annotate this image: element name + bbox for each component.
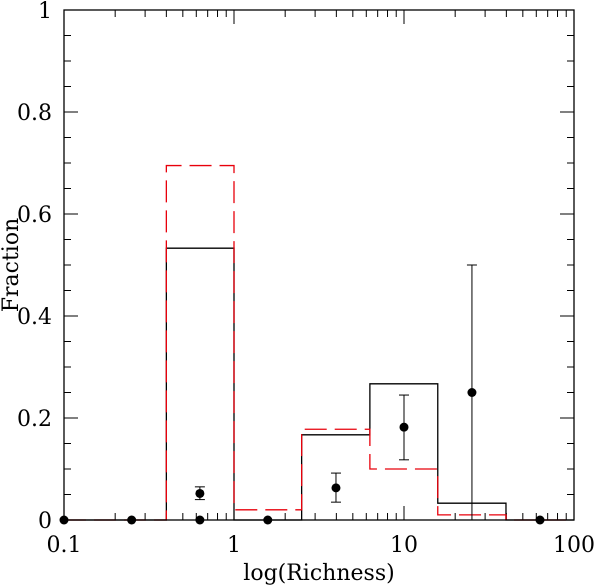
data-point (399, 422, 409, 432)
y-tick-label: 0.8 (17, 101, 52, 126)
y-axis-title: Fraction (0, 218, 24, 313)
y-tick-label: 0.6 (17, 203, 52, 228)
y-tick-label: 0.2 (17, 407, 52, 432)
x-tick-label: 1 (227, 533, 241, 558)
histogram-series (64, 164, 574, 521)
plot-frame (63, 9, 575, 521)
x-axis-title: log(Richness) (243, 561, 394, 585)
y-tick-label: 0 (38, 509, 52, 534)
x-tick-label: 0.1 (47, 533, 82, 558)
x-tick-label: 100 (553, 533, 595, 558)
x-tick-label: 10 (390, 533, 418, 558)
y-tick-label: 0.4 (17, 305, 52, 330)
data-point (195, 488, 205, 498)
axis-ticks (63, 9, 574, 521)
histogram-solid-black (64, 247, 574, 521)
tick-labels: 0.1 1 10 100 0 0.2 0.4 0.6 0.8 1 (17, 0, 595, 558)
data-point (331, 483, 341, 493)
y-tick-label: 1 (38, 0, 52, 24)
histogram-dashed-red (64, 164, 574, 521)
data-point (467, 388, 477, 397)
